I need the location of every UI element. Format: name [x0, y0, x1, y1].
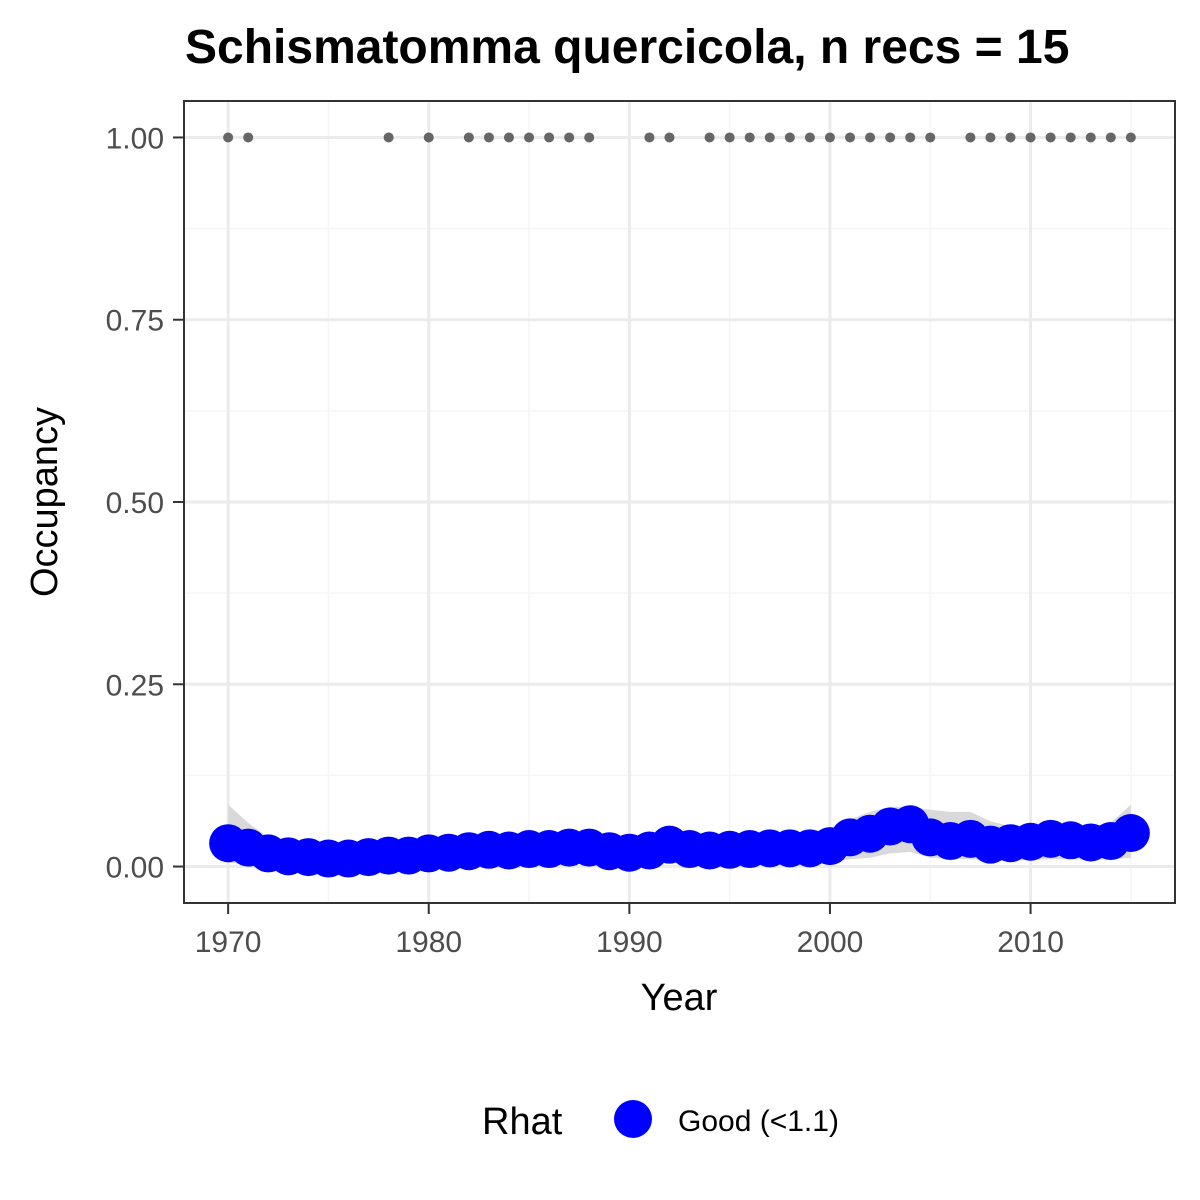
record-point — [383, 132, 394, 143]
record-point — [704, 132, 715, 143]
record-point — [845, 132, 856, 143]
estimate-point — [1111, 814, 1150, 853]
record-point — [564, 132, 575, 143]
record-point — [524, 132, 535, 143]
legend-title: Rhat — [482, 1101, 563, 1143]
occupancy-estimates — [209, 805, 1150, 878]
grid-major — [184, 101, 1175, 903]
record-point — [925, 132, 936, 143]
record-point — [764, 132, 775, 143]
legend-key-good — [614, 1100, 652, 1138]
x-axis-title: Year — [641, 977, 718, 1019]
x-tick-label: 1980 — [395, 926, 462, 959]
record-point — [724, 132, 735, 143]
y-tick-label: 0.00 — [106, 852, 164, 885]
record-point — [965, 132, 976, 143]
x-tick-label: 2000 — [797, 926, 864, 959]
x-axis-ticks: 1970 1980 1990 2000 2010 — [195, 903, 1064, 959]
y-tick-label: 0.25 — [106, 669, 164, 702]
record-point — [243, 132, 254, 143]
y-tick-label: 1.00 — [106, 122, 164, 155]
record-point — [503, 132, 514, 143]
record-point — [784, 132, 795, 143]
record-point — [824, 132, 835, 143]
record-point — [423, 132, 434, 143]
record-point — [865, 132, 876, 143]
record-point — [985, 132, 996, 143]
record-point — [1105, 132, 1116, 143]
record-point — [483, 132, 494, 143]
record-point — [804, 132, 815, 143]
detection-records — [223, 132, 1136, 143]
record-point — [905, 132, 916, 143]
record-point — [1085, 132, 1096, 143]
y-tick-label: 0.75 — [106, 305, 164, 338]
record-point — [1125, 132, 1136, 143]
record-point — [664, 132, 675, 143]
record-point — [544, 132, 555, 143]
record-point — [1005, 132, 1016, 143]
chart-title: Schismatomma quercicola, n recs = 15 — [185, 21, 1069, 74]
record-point — [1025, 132, 1036, 143]
x-tick-label: 1970 — [195, 926, 262, 959]
record-point — [744, 132, 755, 143]
legend: Rhat Good (<1.1) — [482, 1100, 839, 1143]
record-point — [885, 132, 896, 143]
y-tick-label: 0.50 — [106, 487, 164, 520]
legend-label-good: Good (<1.1) — [678, 1105, 839, 1138]
record-point — [644, 132, 655, 143]
x-tick-label: 2010 — [997, 926, 1064, 959]
record-point — [1065, 132, 1076, 143]
y-axis-title: Occupancy — [24, 407, 66, 597]
y-axis-ticks: 0.00 0.25 0.50 0.75 1.00 — [106, 122, 184, 885]
record-point — [584, 132, 595, 143]
record-point — [1045, 132, 1056, 143]
x-tick-label: 1990 — [596, 926, 663, 959]
record-point — [223, 132, 234, 143]
record-point — [463, 132, 474, 143]
